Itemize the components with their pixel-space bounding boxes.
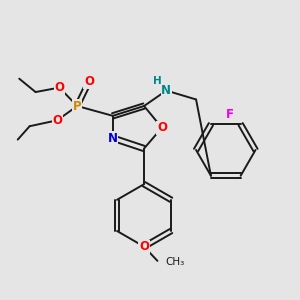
Text: F: F	[226, 108, 234, 121]
Text: O: O	[52, 114, 62, 127]
Text: O: O	[84, 75, 94, 88]
Text: O: O	[157, 121, 167, 134]
Text: P: P	[73, 100, 82, 112]
Text: O: O	[139, 240, 149, 253]
Text: O: O	[54, 81, 64, 94]
Text: CH₃: CH₃	[166, 257, 185, 267]
Text: H: H	[153, 76, 162, 86]
Text: N: N	[108, 132, 118, 145]
Text: N: N	[161, 84, 171, 97]
